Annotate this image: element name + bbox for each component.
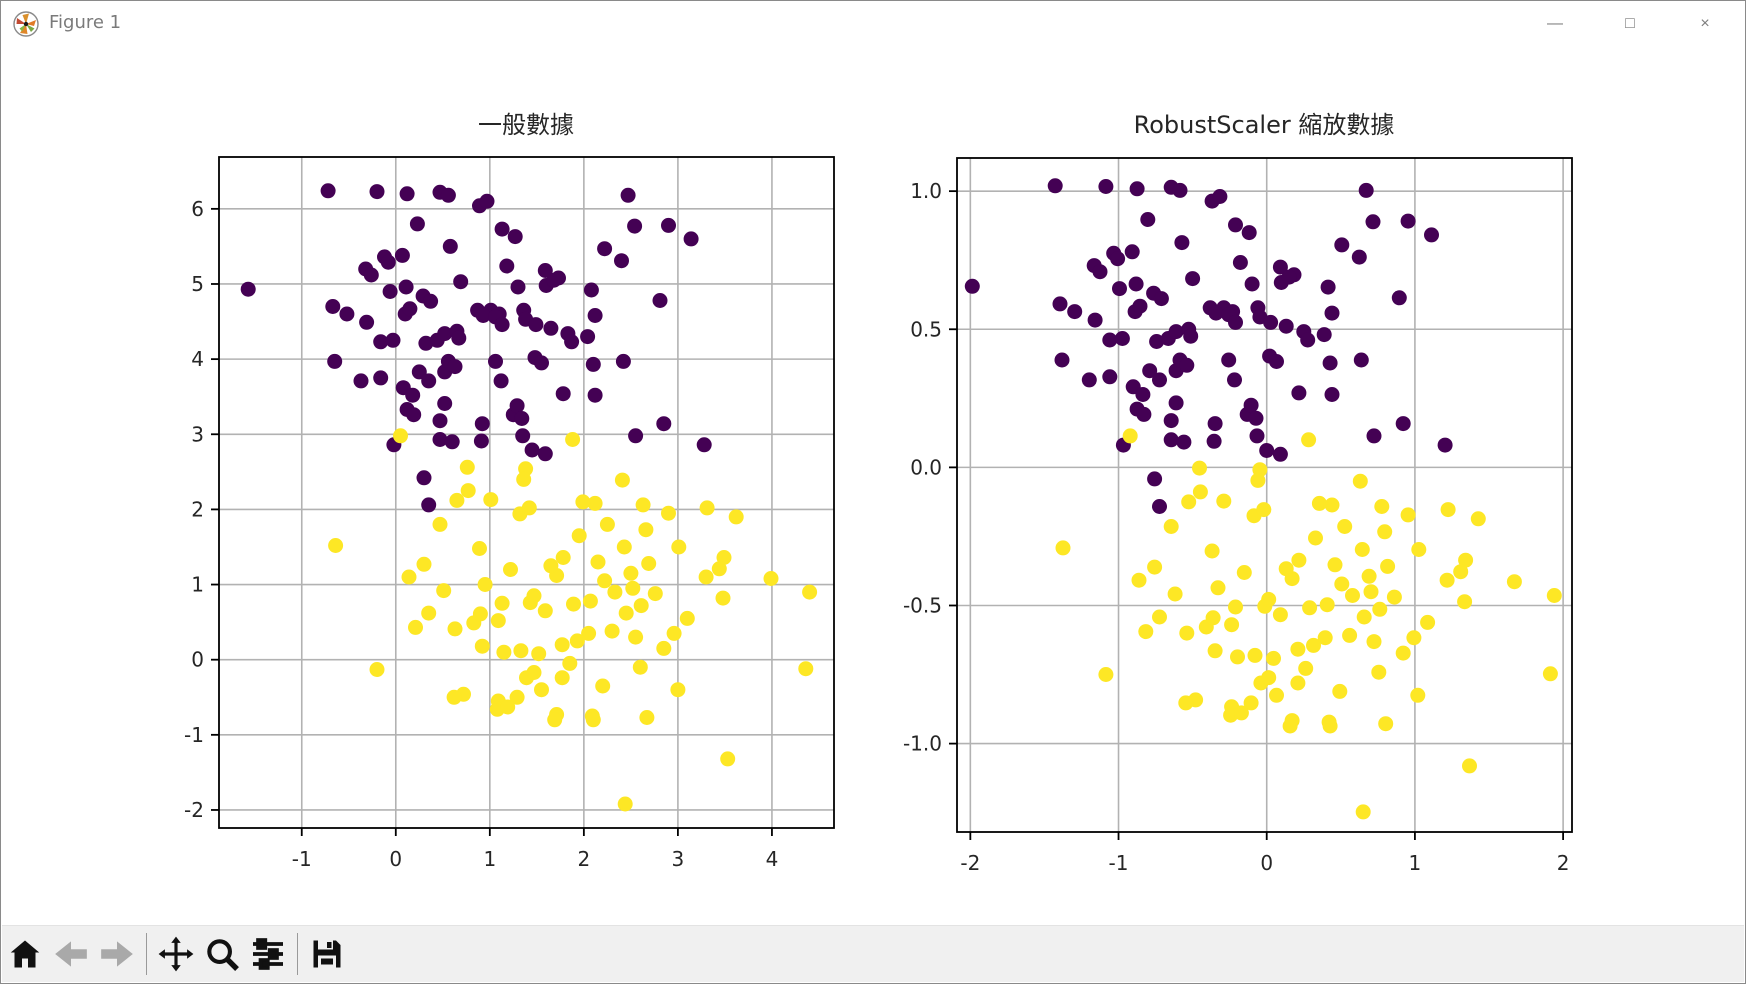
svg-text:4: 4 — [766, 847, 779, 871]
svg-text:4: 4 — [191, 347, 204, 371]
home-icon — [10, 940, 40, 968]
svg-text:1: 1 — [1409, 851, 1422, 875]
series-class-1-yellow — [328, 428, 818, 812]
forward-arrow-icon — [101, 941, 133, 967]
window-titlebar: Figure 1 — □ × — [1, 1, 1745, 46]
svg-text:0: 0 — [389, 847, 402, 871]
series-class-1-yellow — [1055, 428, 1562, 820]
series-class-0-purple — [240, 183, 712, 513]
sliders-icon — [253, 938, 283, 970]
svg-text:3: 3 — [672, 847, 685, 871]
home-button[interactable] — [3, 930, 47, 978]
close-button[interactable]: × — [1675, 1, 1735, 46]
zoom-button[interactable] — [200, 930, 244, 978]
matplotlib-logo-icon — [13, 11, 39, 37]
series-class-0-purple — [964, 178, 1453, 514]
svg-text:0: 0 — [191, 648, 204, 672]
pan-icon — [158, 936, 194, 972]
right-chart-title: RobustScaler 縮放數據 — [1133, 111, 1395, 139]
toolbar-separator — [297, 933, 298, 975]
maximize-button[interactable]: □ — [1600, 1, 1660, 46]
svg-text:2: 2 — [191, 497, 204, 521]
toolbar-separator — [146, 933, 147, 975]
svg-text:-1: -1 — [1109, 851, 1129, 875]
axes-0: -1 0 1 2 3 4 -2 -1 0 1 2 3 4 5 6 — [184, 156, 835, 871]
back-button[interactable] — [49, 930, 93, 978]
back-arrow-icon — [55, 941, 87, 967]
window-title: Figure 1 — [49, 12, 122, 33]
svg-text:2: 2 — [1557, 851, 1570, 875]
minimize-button[interactable]: — — [1525, 1, 1585, 46]
subplots-button[interactable] — [246, 930, 290, 978]
svg-text:0.5: 0.5 — [910, 317, 942, 341]
svg-text:0.0: 0.0 — [910, 455, 942, 479]
pan-button[interactable] — [154, 930, 198, 978]
svg-text:-2: -2 — [184, 798, 204, 822]
forward-button[interactable] — [95, 930, 139, 978]
svg-text:-1: -1 — [292, 847, 312, 871]
matplotlib-toolbar — [2, 925, 1744, 982]
svg-text:5: 5 — [191, 272, 204, 296]
svg-text:1.0: 1.0 — [910, 179, 942, 203]
svg-text:-2: -2 — [960, 851, 980, 875]
save-button[interactable] — [305, 930, 349, 978]
svg-text:1: 1 — [191, 573, 204, 597]
svg-text:-1.0: -1.0 — [903, 732, 942, 756]
svg-text:-1: -1 — [184, 723, 204, 747]
svg-text:6: 6 — [191, 197, 204, 221]
svg-text:2: 2 — [577, 847, 590, 871]
svg-text:3: 3 — [191, 422, 204, 446]
left-chart-title: 一般數據 — [478, 111, 574, 139]
svg-text:1: 1 — [483, 847, 496, 871]
save-floppy-icon — [313, 940, 341, 968]
axes-1: -2 -1 0 1 2 -1.0 -0.5 0.0 0.5 1.0 — [903, 157, 1573, 875]
svg-text:-0.5: -0.5 — [903, 593, 942, 617]
magnifier-icon — [207, 939, 239, 971]
svg-text:0: 0 — [1260, 851, 1273, 875]
